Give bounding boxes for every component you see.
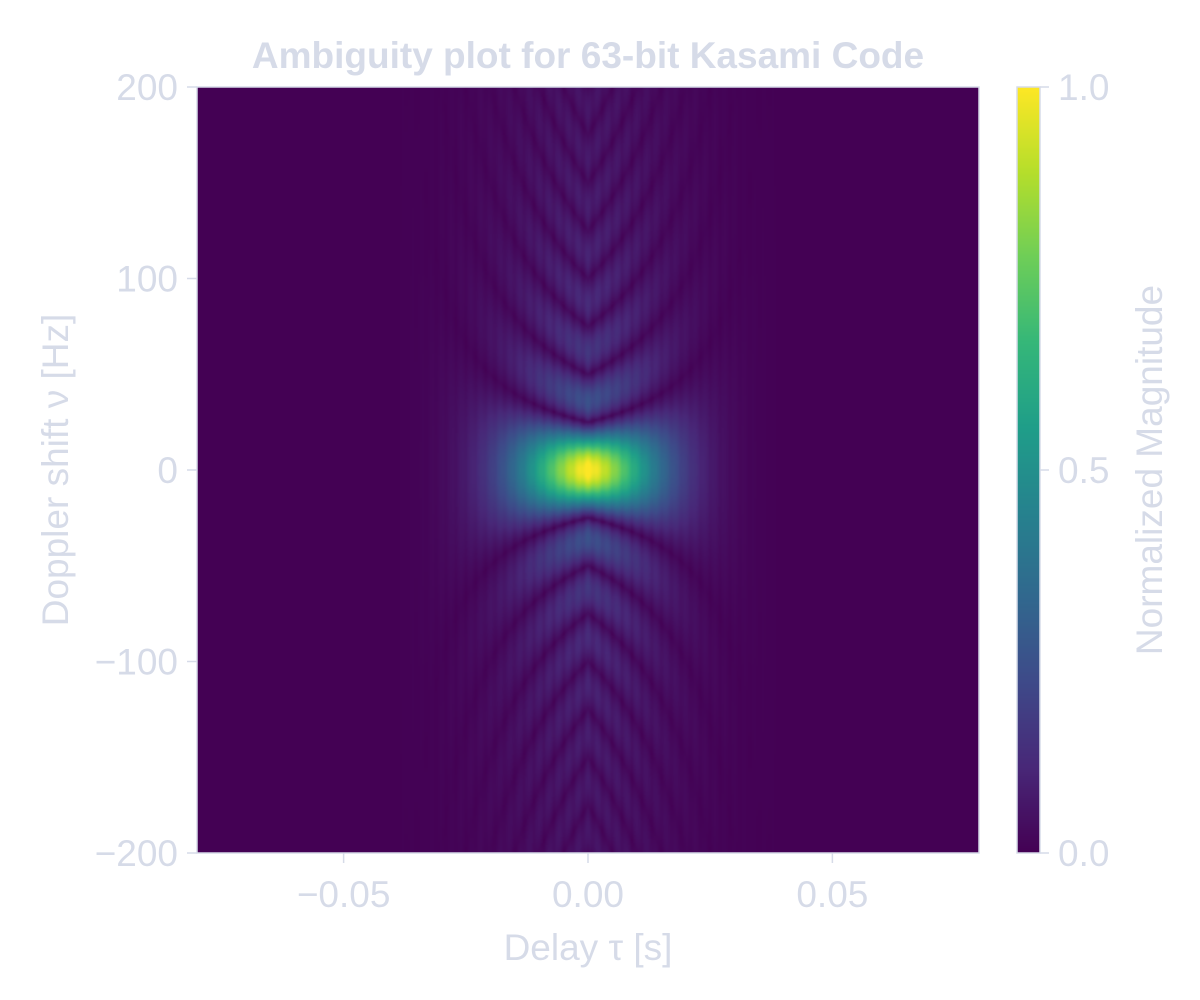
y-tick-label: 0: [157, 450, 178, 491]
colorbar-tick-label: 1.0: [1058, 67, 1109, 108]
y-axis-label: Doppler shift ν [Hz]: [35, 314, 76, 627]
x-tick-label: −0.05: [297, 874, 391, 915]
y-tick-label: 200: [116, 67, 178, 108]
colorbar-gradient: [1017, 87, 1040, 853]
y-axis-ticks: 200 100 0 −100 −200: [95, 67, 197, 874]
heatmap-image: [197, 87, 979, 853]
chart-title: Ambiguity plot for 63-bit Kasami Code: [252, 35, 924, 76]
colorbar-ticks: 1.0 0.5 0.0: [1040, 67, 1109, 874]
y-tick-label: −100: [95, 642, 178, 683]
colorbar-tick-label: 0.0: [1058, 833, 1109, 874]
y-tick-label: −200: [95, 833, 178, 874]
colorbar-frame: [1016, 86, 1041, 854]
y-tick-label: 100: [116, 259, 178, 300]
plot-frame: [196, 86, 980, 854]
x-tick-label: 0.00: [552, 874, 624, 915]
colorbar-label: Normalized Magnitude: [1129, 285, 1170, 655]
x-tick-label: 0.05: [796, 874, 868, 915]
x-axis-label: Delay τ [s]: [504, 927, 673, 968]
x-axis-ticks: −0.05 0.00 0.05: [297, 853, 868, 915]
colorbar-tick-label: 0.5: [1058, 450, 1109, 491]
